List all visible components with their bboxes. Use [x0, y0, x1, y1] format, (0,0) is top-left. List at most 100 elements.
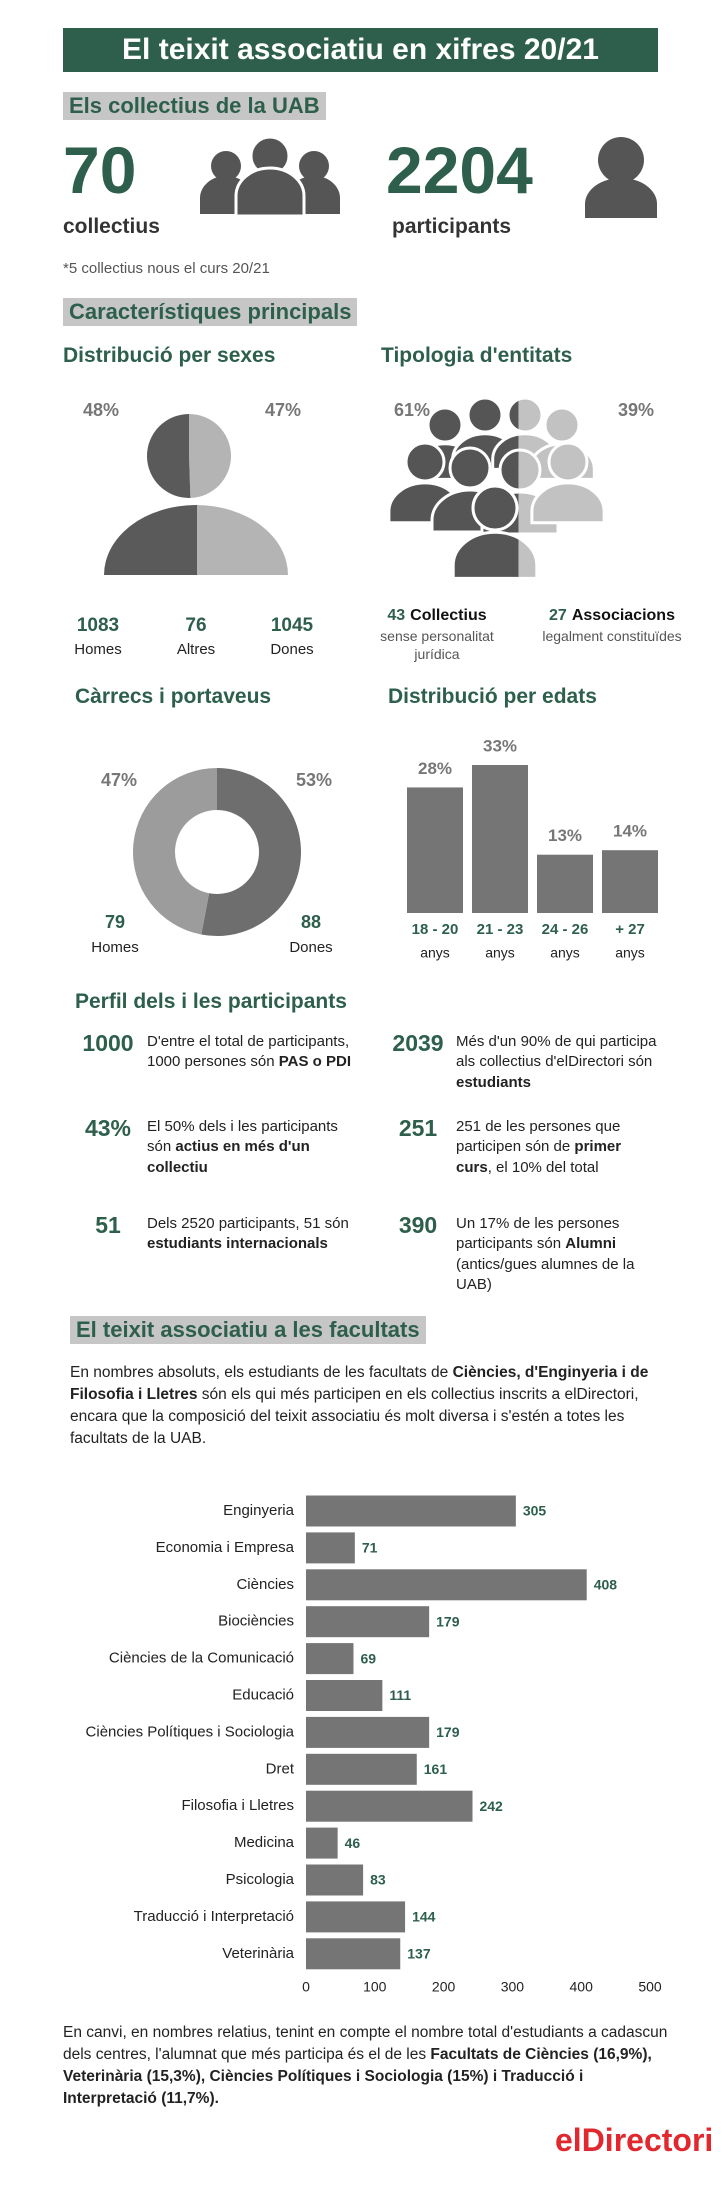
profile-figure: 51 [95, 1212, 121, 1238]
x-tick-label: 100 [363, 1979, 387, 1995]
entity-count: 43 [387, 607, 405, 624]
note: *5 collectius nous el curs 20/21 [63, 260, 270, 277]
category-label: Ciències de la Comunicació [109, 1650, 294, 1667]
share-label: 53% [296, 770, 332, 790]
count: 88 [301, 912, 321, 932]
bar [602, 850, 658, 913]
bar [306, 1753, 417, 1785]
paragraph: Un 17% de les persones participants són … [456, 1214, 661, 1295]
text-run: , el 10% del total [487, 1158, 599, 1176]
profile-figure: 43% [84, 1115, 132, 1141]
crowd-head [518, 396, 544, 434]
value-label: 179 [436, 1613, 460, 1629]
bar [306, 1790, 473, 1822]
share-label: 39% [618, 400, 654, 420]
text-run: PAS o PDI [278, 1053, 351, 1071]
logo: elDirectori [555, 2122, 714, 2158]
text-run: Alumni [565, 1235, 617, 1253]
text-run: En canvi, en nombres relatius, tenint en… [63, 2024, 668, 2063]
value-label: 111 [389, 1687, 411, 1703]
pie-slice [189, 414, 232, 498]
category-label: Traducció i Interpretació [134, 1908, 294, 1925]
entity-name: Collectius [410, 607, 487, 624]
big-number: 70 [63, 133, 137, 207]
text-run: Més d'un 90% de qui participa als collec… [456, 1033, 657, 1071]
profile-figure: 2039 [392, 1030, 444, 1056]
bar [306, 1901, 406, 1933]
paragraph: 251 de les persones que participen són d… [456, 1117, 661, 1178]
value-label: 144 [412, 1909, 436, 1925]
count: 1083 [77, 615, 119, 636]
value-label: 13% [548, 826, 582, 845]
bar [306, 1643, 354, 1675]
page-title: El teixit associatiu en xifres 20/21 [63, 28, 658, 72]
category-label: Economia i Empresa [156, 1539, 295, 1556]
value-label: 179 [436, 1724, 460, 1740]
category-label: Dret [266, 1760, 295, 1777]
category-label: 18 - 20 [412, 921, 459, 938]
entity-note: legalment constituïdes [542, 628, 682, 644]
crowd-head [426, 406, 464, 444]
pie-slice [147, 414, 191, 498]
crowd-share [518, 396, 606, 580]
body-part [104, 505, 197, 575]
text-run: D'entre el total de participants, 1000 p… [147, 1033, 350, 1071]
group-label: Homes [74, 641, 122, 658]
text-run: Facultats de Ciències (16,9%), Veterinàr… [63, 2046, 652, 2107]
share-label: 47% [101, 770, 137, 790]
bar [306, 1864, 364, 1896]
text-run: primer curs [456, 1138, 622, 1176]
x-tick-label: 400 [570, 1979, 594, 1995]
value-label: 14% [613, 822, 647, 841]
value-label: 137 [407, 1946, 431, 1962]
sub-heading: Càrrecs i portaveus [75, 685, 272, 708]
unit-label: anys [615, 945, 645, 961]
text-run: (antics/gues alumnes de la UAB) [456, 1255, 635, 1293]
big-number: 2204 [386, 133, 533, 207]
value-label: 28% [418, 759, 452, 778]
paragraph: El 50% dels i les participants són actiu… [147, 1117, 352, 1178]
crowd-head [404, 441, 446, 483]
paragraph: En nombres absoluts, els estudiants de l… [70, 1362, 674, 1450]
bar [306, 1606, 430, 1638]
bar [537, 854, 593, 913]
donut-slice [201, 768, 301, 936]
crowd-head [518, 448, 542, 492]
share-label: 48% [83, 400, 119, 420]
big-number-label: participants [392, 215, 512, 238]
category-label: Educació [232, 1686, 294, 1703]
bar [306, 1569, 587, 1601]
entity-count-line: 27 Associacions [549, 607, 675, 624]
crowd-head [466, 396, 504, 434]
group-label: Dones [270, 641, 313, 658]
count: 76 [185, 615, 206, 636]
bar [306, 1827, 338, 1859]
category-label: 21 - 23 [477, 921, 524, 938]
sub-heading: Distribució per edats [388, 685, 597, 708]
unit-label: anys [550, 945, 580, 961]
sub-heading: Tipologia d'entitats [381, 344, 573, 367]
unit-label: anys [485, 945, 515, 961]
profile-figure: 390 [398, 1212, 438, 1238]
paragraph: D'entre el total de participants, 1000 p… [147, 1032, 352, 1073]
crowd-head [498, 448, 519, 492]
bar [306, 1495, 516, 1527]
group-icon [200, 135, 340, 218]
bar [306, 1680, 383, 1711]
value-label: 305 [523, 1503, 547, 1519]
value-label: 242 [479, 1798, 503, 1814]
value-label: 46 [345, 1835, 361, 1851]
unit-label: anys [420, 945, 450, 961]
bar [472, 765, 528, 913]
count: 1045 [271, 615, 314, 636]
category-label: Biociències [218, 1613, 294, 1630]
count: 79 [105, 912, 125, 932]
category-label: + 27 [615, 921, 645, 938]
bar [306, 1532, 355, 1564]
text-run: actius en més d'un collectiu [147, 1138, 310, 1176]
crowd-head [543, 406, 581, 444]
donut-slice [132, 768, 217, 935]
value-label: 33% [483, 736, 517, 755]
